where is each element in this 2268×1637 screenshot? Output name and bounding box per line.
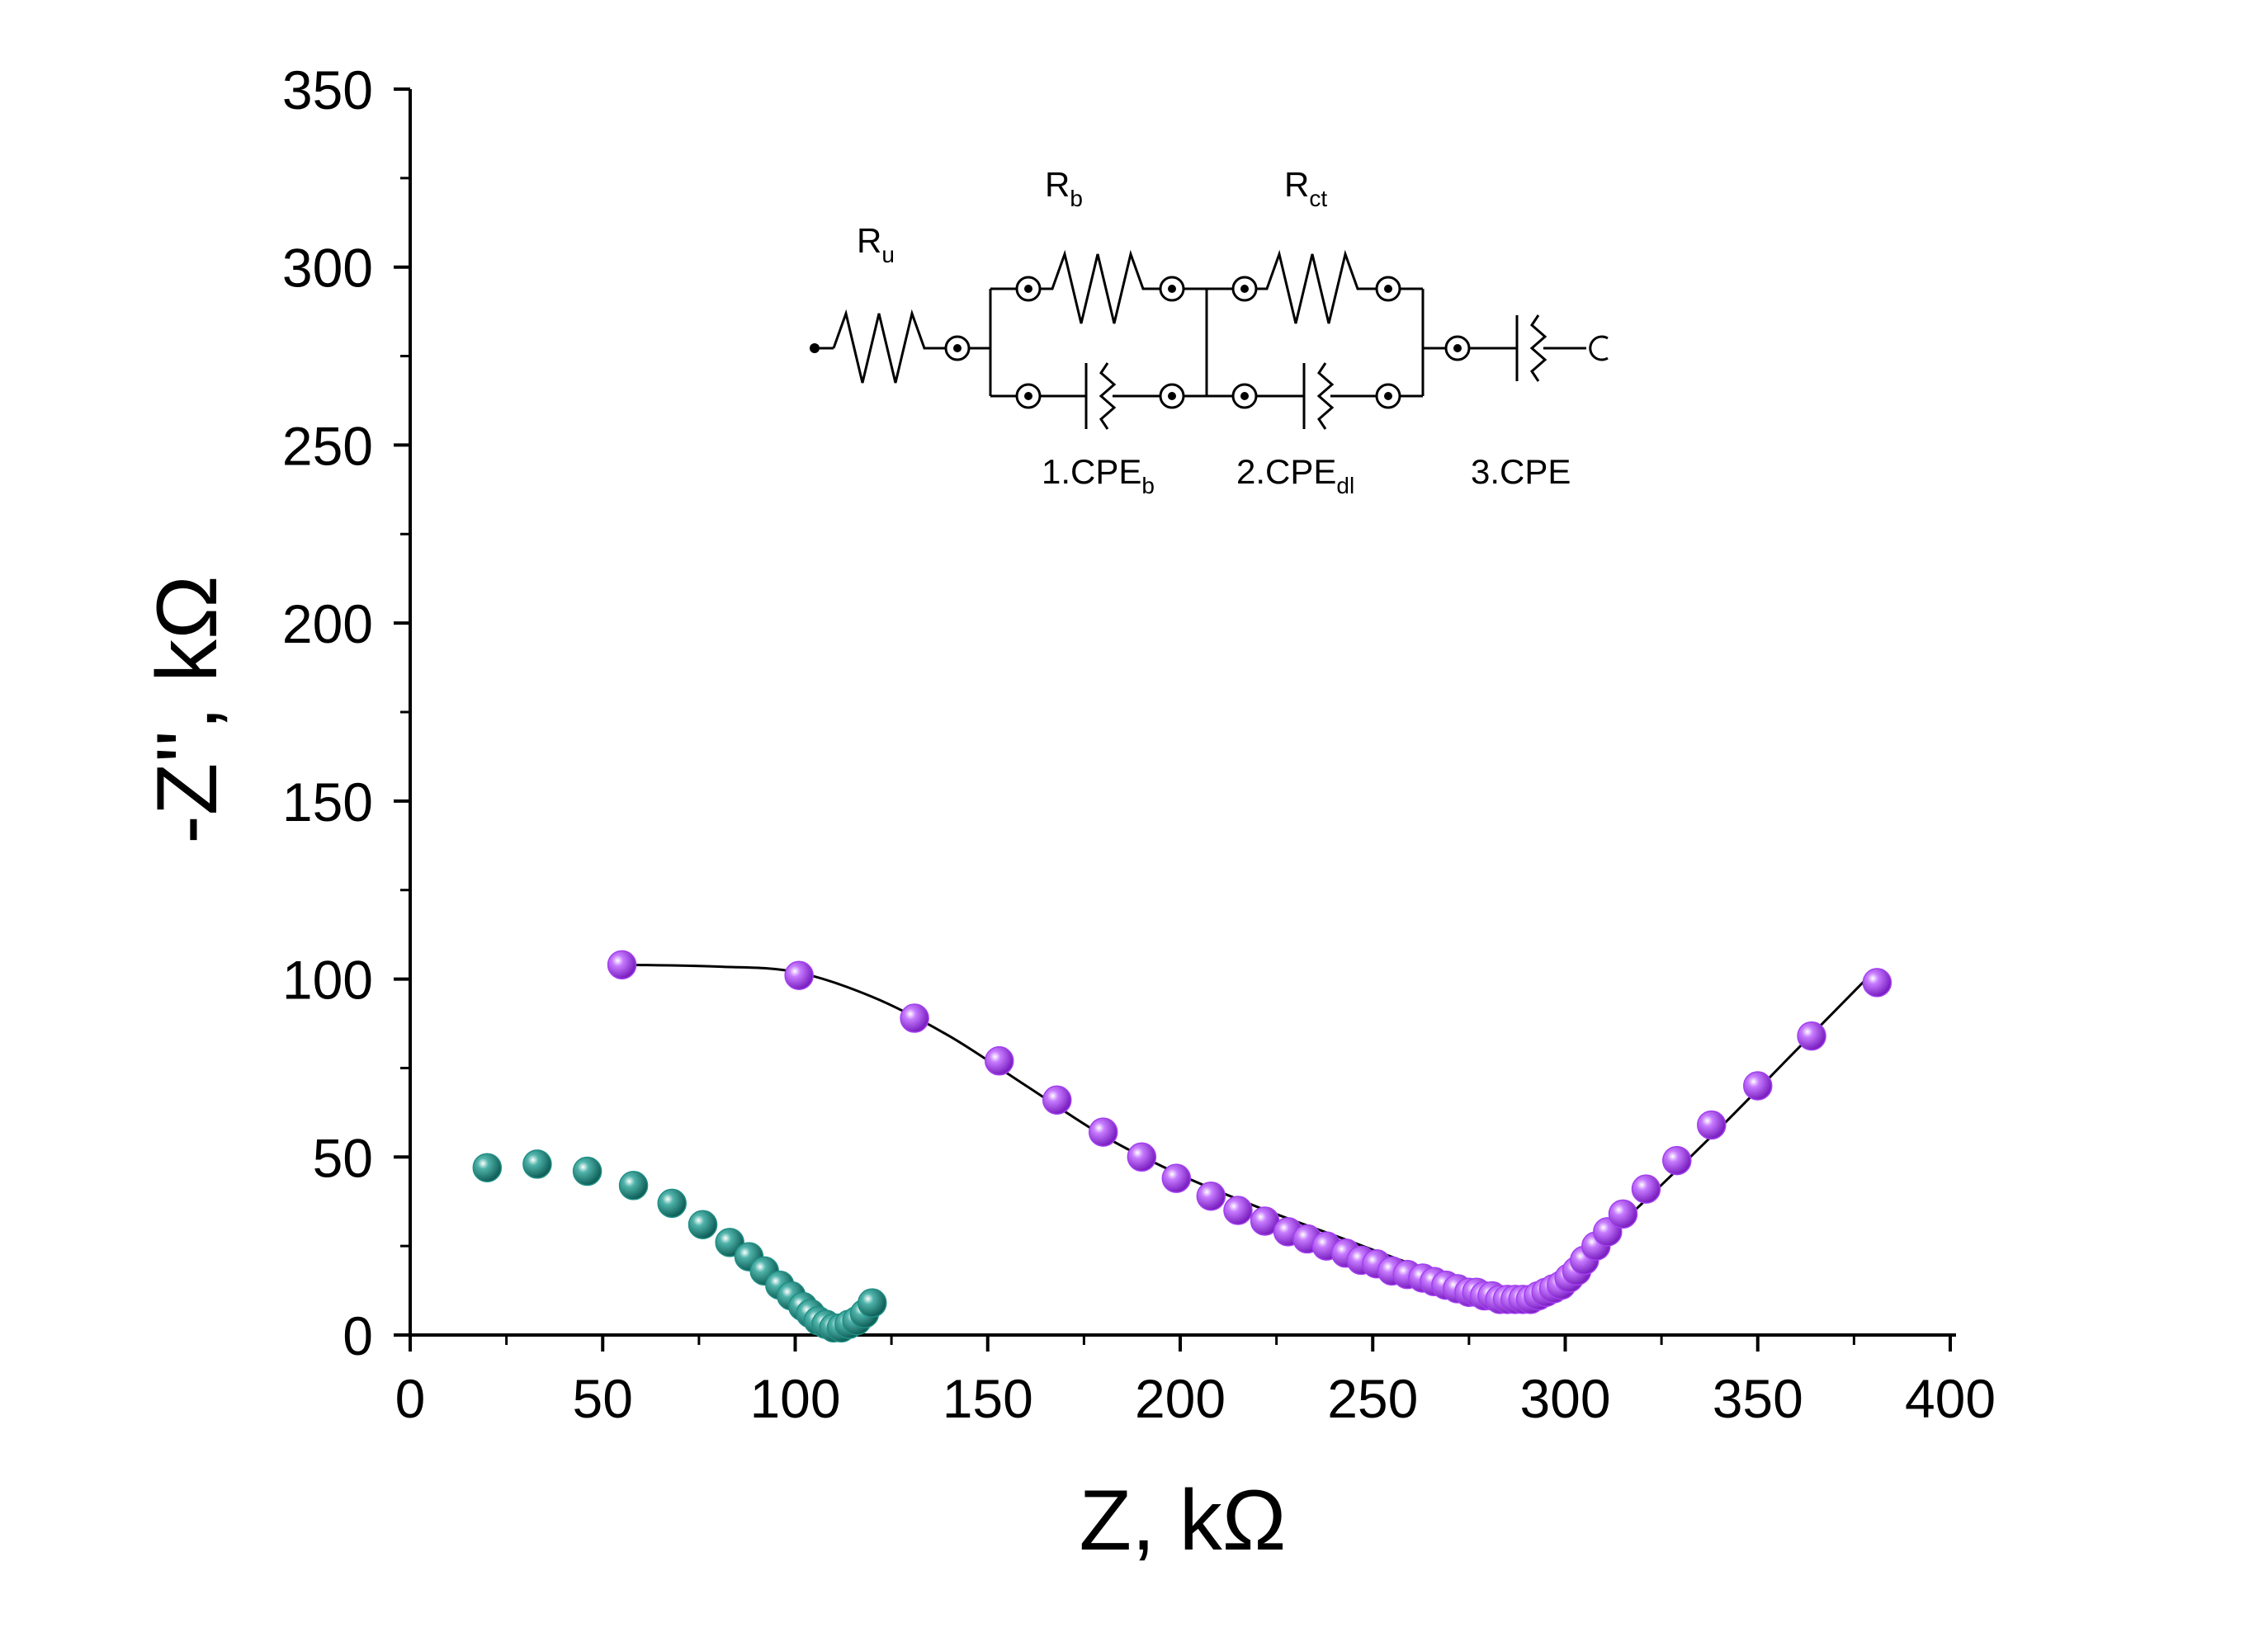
teal-data-point <box>522 1149 552 1179</box>
purple-data-point <box>1608 1199 1638 1229</box>
x-tick-label: 400 <box>1905 1368 1996 1429</box>
fit-curve-group <box>629 963 1874 1291</box>
purple-data-point <box>984 1046 1014 1076</box>
y-tick-label: 200 <box>282 593 373 654</box>
purple-data-point <box>1862 968 1892 998</box>
circuit-lead-dot <box>810 343 820 353</box>
x-tick-label: 250 <box>1327 1368 1418 1429</box>
purple-data-point <box>1196 1181 1226 1211</box>
y-tick-label: 0 <box>343 1305 373 1366</box>
y-tick-label: 250 <box>282 415 373 476</box>
teal-data-point <box>657 1188 687 1219</box>
teal-data-point <box>858 1288 887 1318</box>
resistor-rb-icon <box>1040 249 1160 324</box>
label-rb: Rb <box>1045 165 1083 211</box>
y-tick-label: 300 <box>282 238 373 299</box>
purple-data-point <box>607 950 637 980</box>
x-tick-label: 300 <box>1519 1368 1610 1429</box>
purple-data-point <box>1127 1142 1157 1172</box>
y-tick-label: 350 <box>282 59 373 120</box>
purple-data-point <box>1223 1196 1253 1225</box>
purple-data-point <box>1797 1021 1826 1051</box>
teal-data-point <box>472 1153 503 1182</box>
purple-data-point <box>1662 1145 1692 1176</box>
circuit-end-terminal <box>1589 335 1609 361</box>
label-ru: Ru <box>857 221 895 267</box>
purple-data-point <box>1042 1085 1072 1116</box>
teal-data-point <box>572 1156 602 1186</box>
x-tick-label: 50 <box>573 1368 633 1429</box>
x-axis-title: Z, kΩ <box>1079 1473 1286 1569</box>
purple-data-point <box>1161 1163 1192 1193</box>
label-cpe-3: 3.CPE <box>1471 452 1571 491</box>
y-tick-label: 50 <box>313 1127 373 1188</box>
x-tick-label: 0 <box>395 1368 426 1429</box>
equivalent-circuit-inset: Ru Rb Rct 1.CPEb 2.CPEdl 3.CPE <box>810 165 1609 498</box>
x-tick-label: 350 <box>1713 1368 1803 1429</box>
axis-ticks <box>394 87 1952 1352</box>
purple-data-point <box>1631 1174 1661 1204</box>
y-tick-label: 100 <box>282 950 373 1011</box>
x-tick-label: 100 <box>749 1368 840 1429</box>
y-tick-label: 150 <box>282 771 373 833</box>
purple-data-point <box>1697 1110 1727 1140</box>
fit-line <box>629 963 1874 1291</box>
label-cpe-b: 1.CPEb <box>1042 452 1155 498</box>
x-tick-label: 200 <box>1135 1368 1226 1429</box>
resistor-ru-icon <box>832 309 946 384</box>
label-rct: Rct <box>1284 165 1327 211</box>
teal-data-point <box>687 1210 718 1240</box>
axis-tick-labels: 0 50 100 150 200 250 300 350 400 0 50 100 150 200 250 3… <box>282 59 1996 1429</box>
purple-data-point <box>1743 1071 1773 1101</box>
x-tick-label: 150 <box>943 1368 1033 1429</box>
purple-data-point <box>784 960 814 991</box>
label-cpe-dl: 2.CPEdl <box>1236 452 1354 498</box>
resistor-rct-icon <box>1256 249 1377 324</box>
teal-data-point <box>618 1171 649 1201</box>
purple-data-point <box>900 1003 929 1033</box>
purple-data-point <box>1088 1117 1118 1147</box>
y-axis-title: -Z'', kΩ <box>139 575 235 843</box>
data-series-group <box>472 950 1892 1343</box>
